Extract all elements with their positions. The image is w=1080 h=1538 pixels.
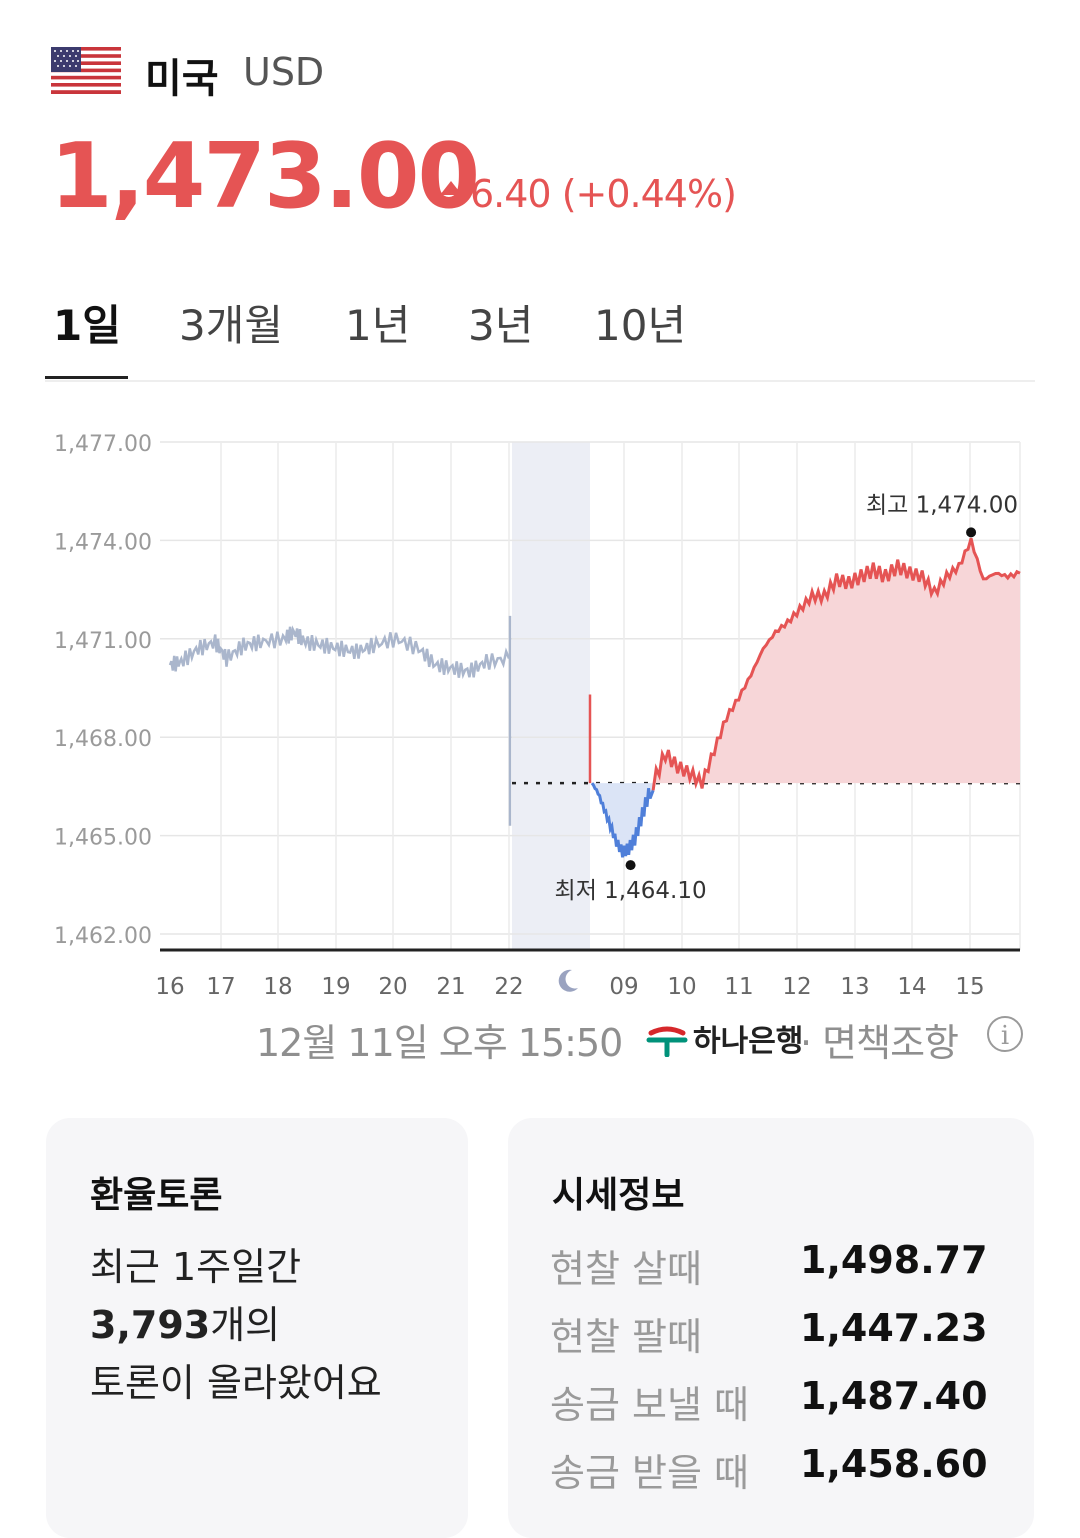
rate-label: 현찰 팔때: [550, 1315, 702, 1359]
x-tick-label: 22: [494, 974, 523, 1000]
period-tabs: 1일 3개월 1년 3년 10년: [45, 290, 1035, 382]
low-point-marker: [625, 860, 636, 871]
info-icon[interactable]: i: [987, 1016, 1023, 1052]
bank-name: 하나은행: [693, 1024, 804, 1059]
market-info-title: 시세정보: [552, 1175, 685, 1216]
rate-label: 송금 보낼 때: [550, 1383, 749, 1427]
rate-value: 1,498.77: [800, 1238, 988, 1282]
current-price: 1,473.00: [50, 124, 480, 229]
forum-summary: 최근 1주일간 3,793개의 토론이 올라왔어요: [90, 1238, 382, 1412]
y-tick-label: 1,462.00: [54, 924, 152, 949]
tab-3-years[interactable]: 3년: [468, 301, 534, 350]
high-annotation: 최고 1,474.00: [866, 492, 1018, 518]
x-tick-label: 18: [263, 974, 292, 1000]
bank-source: 하나은행: [645, 1016, 803, 1065]
rate-row-cash-buy: 현찰 살때 1,498.77: [550, 1238, 990, 1298]
current-session-line-up: [651, 537, 1021, 791]
update-timestamp: 12월 11일 오후 15:50: [256, 1021, 623, 1065]
tab-3-months[interactable]: 3개월: [179, 301, 284, 350]
current-session-line-down: [590, 782, 655, 858]
x-tick-label: 20: [378, 974, 407, 1000]
x-tick-label: 19: [321, 974, 350, 1000]
y-tick-label: 1,474.00: [54, 530, 152, 555]
forum-title: 환율토론: [90, 1175, 223, 1216]
tab-1-day[interactable]: 1일: [53, 301, 121, 350]
exchange-rate-chart[interactable]: 1,477.00 1,474.00 1,471.00 1,468.00 1,465.00…: [0, 410, 1080, 1010]
low-annotation: 최저 1,464.10: [555, 878, 707, 904]
currency-code: USD: [243, 50, 325, 94]
below-baseline-area: [592, 783, 654, 858]
x-tick-label: 12: [782, 974, 811, 1000]
x-tick-label: 21: [436, 974, 465, 1000]
active-tab-indicator: [45, 376, 128, 379]
rate-value: 1,487.40: [800, 1374, 988, 1418]
rate-label: 송금 받을 때: [550, 1451, 749, 1495]
y-tick-label: 1,465.00: [54, 826, 152, 851]
rate-value: 1,447.23: [800, 1306, 988, 1350]
forum-count-suffix: 개의: [210, 1303, 281, 1347]
rate-label: 현찰 살때: [550, 1247, 702, 1291]
previous-session-line: [168, 625, 511, 680]
x-tick-label: 16: [155, 974, 184, 1000]
tab-1-year[interactable]: 1년: [345, 301, 411, 350]
x-tick-label: 09: [609, 974, 638, 1000]
y-tick-label: 1,468.00: [54, 727, 152, 752]
y-tick-label: 1,477.00: [54, 432, 152, 457]
moon-icon: [558, 969, 578, 992]
country-name: 미국: [145, 56, 219, 102]
above-baseline-area: [653, 538, 1020, 791]
rate-row-cash-sell: 현찰 팔때 1,447.23: [550, 1306, 990, 1366]
x-tick-label: 11: [724, 974, 753, 1000]
price-change-value: 6.40 (+0.44%): [470, 172, 737, 216]
rate-value: 1,458.60: [800, 1442, 988, 1486]
forum-line-1: 최근 1주일간: [90, 1245, 302, 1289]
high-point-marker: [966, 527, 977, 538]
y-tick-label: 1,471.00: [54, 629, 152, 654]
rate-row-remit-send: 송금 보낼 때 1,487.40: [550, 1374, 990, 1434]
us-flag-icon: [51, 47, 121, 94]
overnight-shade: [512, 442, 590, 950]
x-tick-label: 10: [667, 974, 696, 1000]
forum-card[interactable]: 환율토론 최근 1주일간 3,793개의 토론이 올라왔어요: [46, 1118, 468, 1538]
x-tick-label: 15: [955, 974, 984, 1000]
forum-count: 3,793: [90, 1303, 211, 1347]
x-tick-label: 14: [897, 974, 926, 1000]
market-info-card[interactable]: 시세정보 현찰 살때 1,498.77 현찰 팔때 1,447.23 송금 보낼…: [508, 1118, 1034, 1538]
forum-line-3: 토론이 올라왔어요: [90, 1361, 382, 1405]
up-triangle-icon: [440, 181, 462, 195]
price-change: 6.40 (+0.44%): [440, 172, 737, 216]
forum-line-2: 3,793개의: [90, 1296, 382, 1354]
hana-bank-logo-icon: [645, 1023, 689, 1065]
disclaimer-link[interactable]: · 면책조항: [800, 1021, 959, 1065]
x-tick-label: 17: [206, 974, 235, 1000]
x-tick-label: 13: [840, 974, 869, 1000]
tab-10-years[interactable]: 10년: [594, 301, 687, 350]
rate-row-remit-receive: 송금 받을 때 1,458.60: [550, 1442, 990, 1502]
